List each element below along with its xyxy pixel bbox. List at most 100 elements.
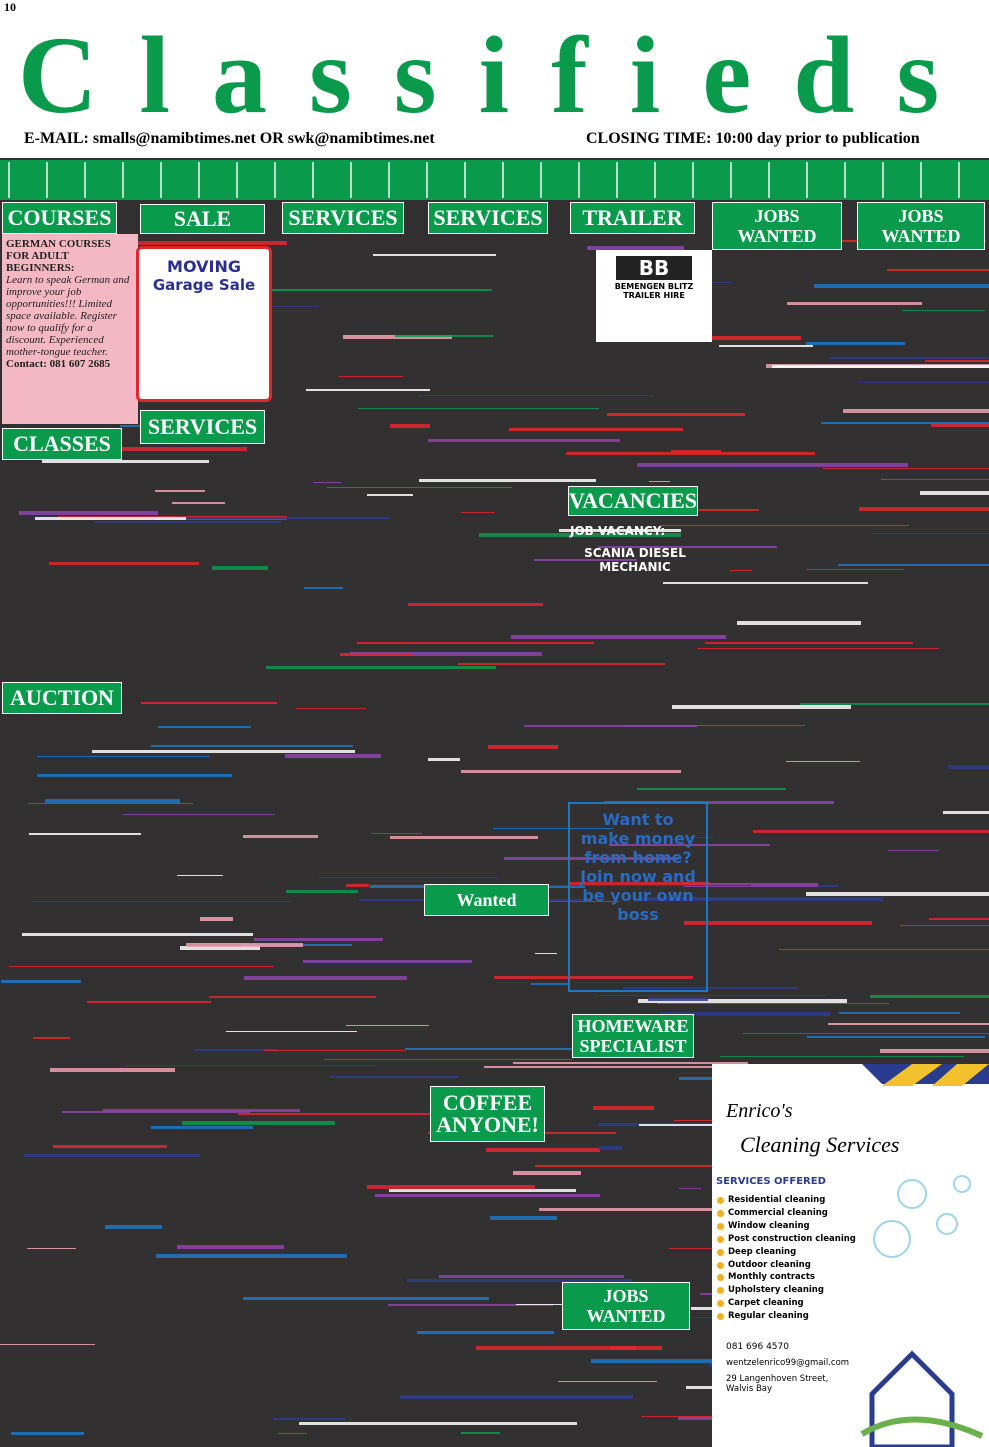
glitch-stripe [172,502,225,504]
glitch-stripe [821,422,989,424]
masthead: 10 Classifieds E-MAIL: smalls@namibtimes… [0,0,989,158]
service-item: Commercial cleaning [716,1207,856,1220]
glitch-stripe [243,1297,489,1300]
glitch-stripe [806,342,905,345]
title: Classifieds [18,14,982,136]
trailer-logo: BB [616,256,692,280]
glitch-stripe [42,460,209,463]
glitch-stripe [244,976,407,980]
glitch-stripe [663,582,868,584]
glitch-stripe [125,1065,377,1066]
glitch-stripe [27,1248,76,1249]
cleaning-ad: Enrico's Cleaning Services SERVICES OFFE… [712,1064,989,1447]
glitch-stripe [428,758,460,761]
glitch-stripe [948,765,989,769]
glitch-stripe [339,376,403,377]
glitch-stripe [902,310,985,311]
glitch-stripe [591,1359,827,1363]
glitch-stripe [638,999,847,1003]
glitch-stripe [9,966,274,967]
glitch-stripe [92,750,355,753]
services-heading: SERVICES OFFERED [716,1176,826,1187]
glitch-stripe [373,254,496,256]
band-marker [578,162,580,198]
glitch-stripe [807,1036,985,1038]
glitch-stripe [11,1432,84,1435]
glitch-stripe [367,1185,535,1189]
service-item: Regular cleaning [716,1310,856,1323]
glitch-stripe [62,1111,250,1113]
glitch-stripe [123,814,275,815]
glitch-stripe [285,754,381,758]
glitch-stripe [49,562,199,565]
band-marker [502,162,504,198]
section-header: Wanted [424,884,549,916]
service-item: Deep cleaning [716,1246,856,1259]
section-header: SERVICES [282,202,404,234]
section-header: JOBS WANTED [712,202,842,250]
glitch-stripe [180,946,260,950]
glitch-stripe [559,529,681,532]
glitch-stripe [823,468,989,469]
glitch-stripe [200,917,233,921]
band-marker [160,162,162,198]
glitch-stripe [182,1121,335,1125]
glitch-stripe [671,450,721,453]
glitch-stripe [158,726,251,728]
glitch-stripe [595,995,826,996]
glitch-stripe [358,408,599,409]
glitch-stripe [730,570,752,571]
glitch-stripe [548,885,751,886]
glitch-stripe [587,246,684,250]
glitch-stripe [243,835,318,838]
section-header: HOMEWARE SPECIALIST [572,1014,694,1058]
glitch-stripe [649,481,670,482]
glitch-stripe [408,603,543,606]
glitch-stripe [524,725,697,727]
glitch-stripe [872,533,989,534]
bullet [717,1300,724,1308]
glitch-stripe [539,1208,781,1211]
band-marker [806,162,808,198]
band-marker [46,162,48,198]
course-body: Learn to speak German and improve your j… [6,274,130,358]
cleaning-address: 29 Langenhoven Street, Walvis Bay [726,1374,829,1394]
glitch-stripe [266,666,496,669]
band-marker [540,162,542,198]
glitch-stripe [488,745,558,749]
glitch-stripe [28,803,193,804]
band-marker [692,162,694,198]
section-header: VACANCIES [568,486,698,516]
glitch-stripe [534,559,637,561]
band-marker [84,162,86,198]
glitch-stripe [509,428,683,431]
band-marker [464,162,466,198]
glitch-stripe [838,564,989,566]
service-item: Residential cleaning [716,1194,856,1207]
glitch-stripe [870,995,989,998]
glitch-stripe [888,850,939,851]
glitch-stripe [535,1165,800,1167]
glitch-stripe [558,1381,657,1382]
glitch-stripe [513,1171,581,1175]
glitch-stripe [141,702,277,704]
glitch-stripe [31,447,247,451]
cleaning-title: Cleaning Services [740,1132,900,1157]
band-marker [122,162,124,198]
section-header: JOBS WANTED [562,1282,690,1330]
glitch-stripe [814,284,989,288]
glitch-stripe [566,452,815,455]
glitch-stripe [720,1056,964,1057]
glitch-stripe [641,1416,713,1417]
glitch-stripe [400,1395,633,1399]
glitch-stripe [417,1331,554,1334]
glitch-stripe [665,1317,729,1318]
glitch-stripe [419,479,596,482]
glitch-stripe [350,652,542,656]
glitch-stripe [887,269,989,271]
glitch-stripe [390,836,538,839]
glitch-stripe [37,774,232,777]
glitch-stripe [623,987,797,989]
glitch-stripe [511,635,726,639]
glitch-stripe [779,949,989,950]
